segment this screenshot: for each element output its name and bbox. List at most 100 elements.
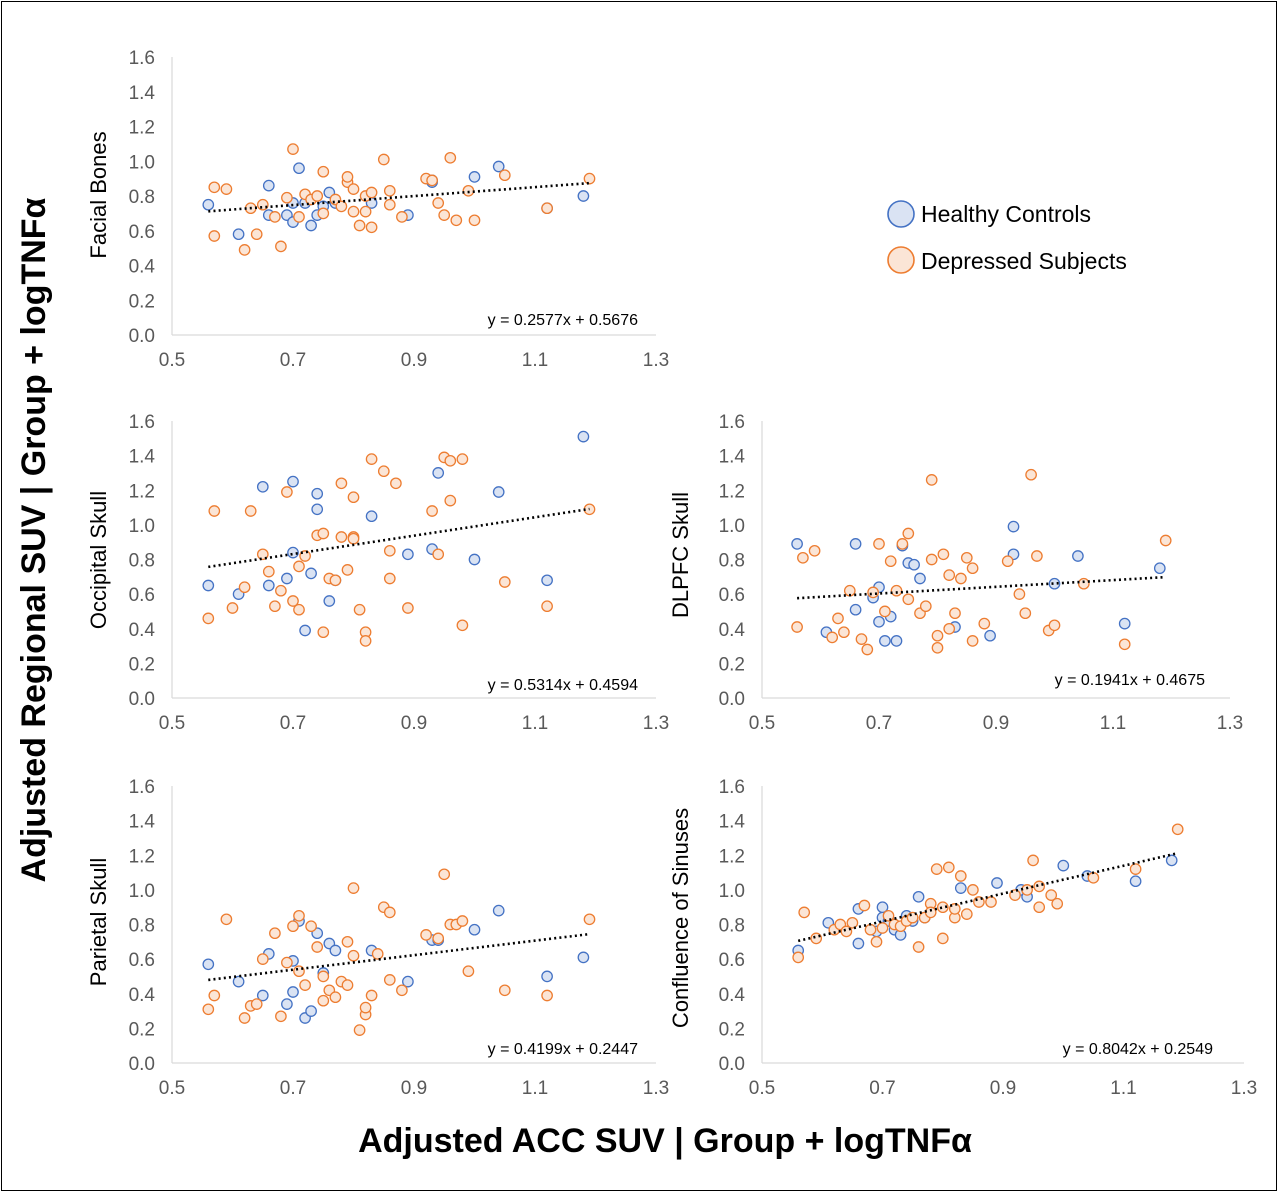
point-healthy-controls [311,487,324,500]
point-depressed-subjects [305,920,317,933]
y-tick-label: 1.0 [719,881,745,902]
panel-dlpfc-skull: 0.0 0.2 0.4 0.6 0.8 1.0 1.2 1.4 1.6 0.5 0.7 0.9 1.1 1… [668,412,1243,734]
x-tick-label: 0.7 [280,713,306,734]
point-depressed-subjects [317,527,330,540]
point-healthy-controls [541,970,553,983]
point-depressed-subjects [949,607,961,620]
point-depressed-subjects [341,935,354,948]
point-depressed-subjects [317,165,330,178]
point-depressed-subjects [426,174,438,187]
x-tick-label: 1.1 [1110,1078,1136,1099]
y-tick-label: 0.4 [129,620,156,641]
point-depressed-subjects [858,899,871,912]
trendline-equation: y = 0.1941x + 0.4675 [1055,672,1205,689]
point-depressed-subjects [960,551,973,564]
point-depressed-subjects [208,181,221,194]
panel-parietal-skull: 0.0 0.2 0.4 0.6 0.8 1.0 1.2 1.4 1.6 0.5 0.7 0.9 1.1 1… [86,777,669,1099]
panel-occipital-skull: 0.0 0.2 0.4 0.6 0.8 1.0 1.2 1.4 1.6 0.5 0.7 0.9 1.1 1… [86,412,669,734]
point-depressed-subjects [402,602,414,614]
point-depressed-subjects [347,205,360,218]
point-depressed-subjects [238,1012,251,1024]
point-healthy-controls [492,904,505,917]
y-tick-label: 0.0 [129,689,155,710]
y-tick-label: 1.2 [129,481,155,502]
point-depressed-subjects [966,635,979,647]
point-depressed-subjects [256,548,269,561]
point-depressed-subjects [238,581,251,594]
point-healthy-controls [287,546,299,559]
point-healthy-controls [1153,562,1166,575]
point-depressed-subjects [396,984,408,997]
trendline [208,181,590,213]
point-healthy-controls [432,467,445,479]
trendline [208,507,590,569]
point-depressed-subjects [498,984,511,997]
point-depressed-subjects [432,548,445,561]
point-depressed-subjects [383,974,396,986]
point-depressed-subjects [202,612,215,625]
point-depressed-subjects [498,576,511,588]
point-depressed-subjects [317,970,330,983]
point-depressed-subjects [390,477,402,490]
point-depressed-subjects [1033,880,1046,893]
y-tick-label: 0.6 [129,222,155,243]
point-depressed-subjects [256,953,269,965]
point-depressed-subjects [329,574,342,587]
panel-y-label: Occipital Skull [86,491,111,629]
point-depressed-subjects [335,531,348,543]
point-depressed-subjects [456,915,469,927]
y-tick-label: 1.4 [129,812,156,833]
point-depressed-subjects [879,605,891,618]
point-depressed-subjects [329,991,342,1004]
point-healthy-controls [577,430,590,443]
point-depressed-subjects [450,214,463,227]
point-healthy-controls [305,219,317,232]
point-depressed-subjects [931,629,944,642]
point-healthy-controls [492,486,505,498]
x-tick-label: 0.5 [159,713,185,734]
point-depressed-subjects [293,603,305,616]
y-tick-label: 0.2 [129,654,155,675]
y-tick-label: 0.6 [129,950,155,971]
y-tick-label: 0.8 [719,551,745,572]
point-depressed-subjects [202,1003,215,1016]
point-depressed-subjects [281,486,293,498]
x-tick-label: 0.9 [401,350,427,371]
trendline-equation: y = 0.4199x + 0.2447 [488,1041,638,1058]
point-depressed-subjects [1051,897,1064,910]
point-depressed-subjects [967,884,979,896]
y-tick-label: 0.8 [129,187,155,208]
y-tick-label: 1.6 [129,777,155,798]
y-tick-label: 0.2 [719,654,745,675]
point-depressed-subjects [383,184,396,197]
point-healthy-controls [402,975,414,988]
point-depressed-subjects [377,465,390,478]
point-healthy-controls [849,538,862,550]
point-depressed-subjects [432,932,445,945]
y-tick-label: 1.0 [129,152,155,173]
point-depressed-subjects [468,214,481,227]
y-tick-label: 0.6 [719,585,745,606]
x-tick-label: 0.5 [749,1078,775,1099]
x-tick-label: 0.5 [159,1078,185,1099]
point-healthy-controls [1165,854,1178,867]
point-depressed-subjects [1171,823,1184,836]
point-healthy-controls [232,975,245,988]
x-tick-label: 1.1 [522,713,548,734]
panel-y-label: DLPFC Skull [668,492,693,618]
point-healthy-controls [791,538,803,550]
point-depressed-subjects [347,491,360,504]
point-depressed-subjects [299,979,311,991]
legend-label-healthy-controls: Healthy Controls [921,201,1091,227]
point-depressed-subjects [444,494,457,507]
point-healthy-controls [323,595,336,607]
point-depressed-subjects [269,211,281,223]
point-healthy-controls [914,572,926,585]
point-depressed-subjects [978,617,991,630]
point-depressed-subjects [287,143,299,155]
y-tick-label: 0.0 [719,1054,745,1075]
point-depressed-subjects [269,600,281,613]
point-healthy-controls [954,882,967,894]
point-depressed-subjects [238,244,251,256]
y-tick-label: 1.2 [719,481,745,502]
